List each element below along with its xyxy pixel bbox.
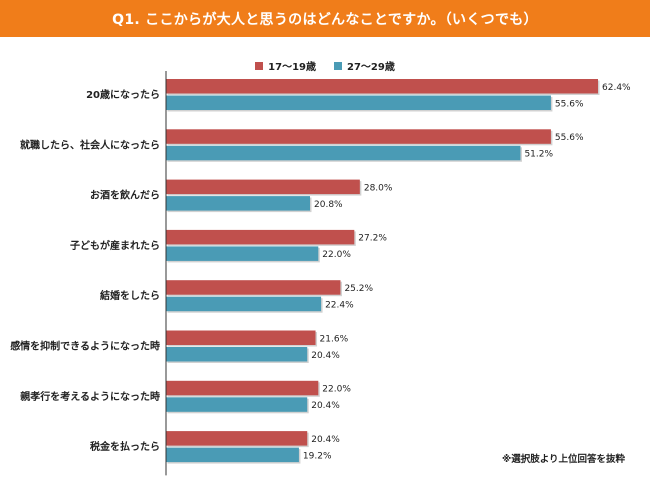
data-label-series-1: 28.0% [364, 183, 393, 193]
data-label-series-1: 22.0% [322, 385, 351, 395]
data-label-series-1: 27.2% [358, 234, 387, 244]
data-label-series-2: 20.4% [311, 401, 340, 411]
bar-series-2 [166, 296, 322, 312]
data-label-series-2: 51.2% [524, 150, 553, 160]
bar-series-1 [166, 380, 319, 396]
category-label: 20歳になったら [86, 88, 160, 101]
data-label-series-1: 62.4% [602, 83, 631, 93]
legend-swatch-series-1 [255, 61, 264, 70]
footnote: ※選択肢より上位回答を抜粋 [501, 454, 625, 465]
category-label: 結婚をしたら [100, 289, 160, 302]
data-label-series-2: 55.6% [555, 99, 584, 109]
bar-series-2 [166, 447, 299, 463]
chart-header: Q1. ここからが大人と思うのはどんなことですか。（いくつでも） [0, 0, 650, 37]
category-label: 就職したら、社会人になったら [20, 138, 160, 151]
bar-series-2 [166, 347, 308, 362]
data-label-series-2: 19.2% [303, 451, 332, 461]
category-label: 親孝行を考えるようになった時 [20, 390, 160, 403]
bar-series-2 [166, 95, 551, 110]
bar-series-2 [166, 246, 319, 261]
category-label: 感情を抑制できるようになった時 [10, 340, 160, 353]
data-label-series-2: 22.0% [322, 250, 351, 260]
category-label: 子どもが産まれたら [70, 239, 160, 252]
legend-label-series-2: 27〜29歳 [347, 62, 395, 73]
bar-series-1 [166, 79, 598, 94]
bar-series-1 [166, 280, 341, 295]
chart-title: Q1. ここからが大人と思うのはどんなことですか。（いくつでも） [112, 11, 538, 28]
legend-swatch-series-2 [334, 61, 342, 70]
legend-label-series-1: 17〜19歳 [268, 62, 316, 73]
bar-series-2 [166, 196, 310, 211]
data-label-series-2: 20.4% [311, 351, 340, 361]
bar-series-2 [166, 397, 308, 412]
bar-series-1 [166, 229, 355, 245]
data-label-series-1: 55.6% [555, 133, 584, 143]
bar-series-2 [166, 145, 521, 161]
data-label-series-1: 21.6% [320, 334, 349, 344]
bar-series-1 [166, 330, 316, 345]
legend-item-series-2: 27〜29歳 [334, 58, 395, 73]
data-label-series-2: 20.8% [314, 200, 343, 210]
category-label: 税金を払ったら [90, 440, 160, 453]
bar-series-1 [166, 179, 360, 195]
category-label: お酒を飲んだら [90, 189, 160, 202]
bar-series-1 [166, 431, 308, 446]
legend-item-series-1: 17〜19歳 [255, 58, 316, 73]
bar-series-1 [166, 129, 551, 144]
data-label-series-1: 20.4% [311, 435, 340, 445]
data-label-series-2: 22.4% [325, 300, 354, 310]
data-label-series-1: 25.2% [344, 284, 373, 294]
chart-legend: 17〜19歳 27〜29歳 [0, 58, 650, 73]
